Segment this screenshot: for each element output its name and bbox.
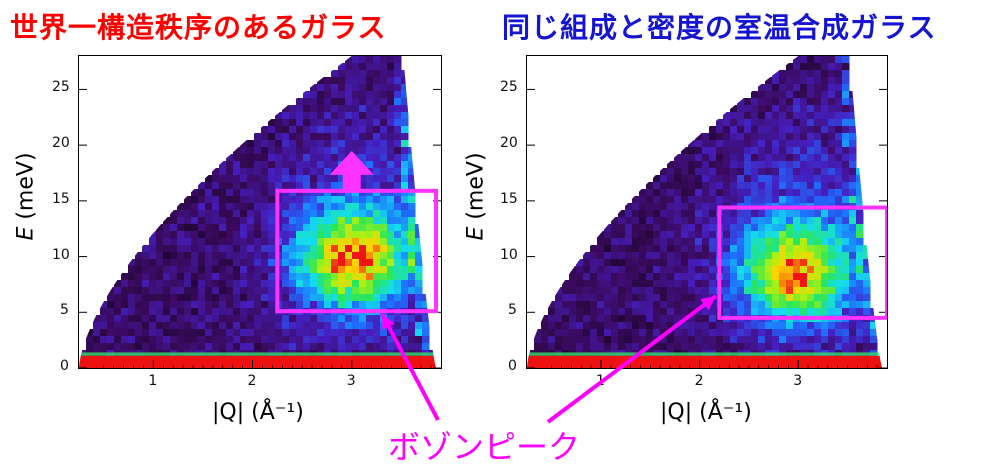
- left-panel-title: 世界一構造秩序のあるガラス: [10, 11, 387, 44]
- y-tick-label: 20: [500, 135, 518, 152]
- right-heatmap-plot: [526, 55, 888, 369]
- boson-peak-highlight-box: [717, 205, 887, 320]
- y-tick-label: 25: [500, 79, 518, 96]
- y-tick-label: 15: [52, 190, 70, 207]
- x-tick-label: 1: [148, 373, 158, 389]
- x-tick-label: 2: [247, 373, 257, 389]
- y-tick-label: 25: [52, 79, 70, 96]
- left-heatmap-plot: [78, 55, 442, 369]
- y-tick-label: 10: [52, 246, 70, 263]
- x-tick-label: 1: [595, 373, 605, 389]
- left-y-axis-label-symbol: E: [13, 226, 39, 241]
- left-x-axis-label: |Q| (Å⁻¹): [212, 400, 304, 425]
- right-heatmap-svg: [527, 56, 887, 368]
- y-tick-label: 0: [60, 358, 69, 374]
- left-heatmap-svg: [79, 56, 441, 368]
- y-tick-label: 5: [60, 302, 69, 319]
- y-tick-label: 10: [500, 246, 518, 263]
- y-tick-label: 20: [52, 135, 70, 152]
- y-tick-label: 5: [508, 302, 517, 319]
- right-y-axis-label-symbol: E: [463, 226, 489, 241]
- right-panel-title: 同じ組成と密度の室温合成ガラス: [502, 11, 937, 44]
- y-tick-label: 15: [500, 190, 518, 207]
- y-tick-label: 0: [508, 358, 517, 374]
- x-tick-label: 2: [694, 373, 704, 389]
- left-y-axis-label: E (meV): [13, 152, 39, 241]
- x-tick-label: 3: [346, 373, 356, 389]
- right-x-axis-label: |Q| (Å⁻¹): [660, 400, 752, 425]
- x-tick-label: 3: [793, 373, 803, 389]
- right-y-axis-label: E (meV): [463, 152, 489, 241]
- up-arrow-icon: [329, 150, 374, 193]
- boson-peak-callout: ボゾンピーク: [388, 428, 581, 466]
